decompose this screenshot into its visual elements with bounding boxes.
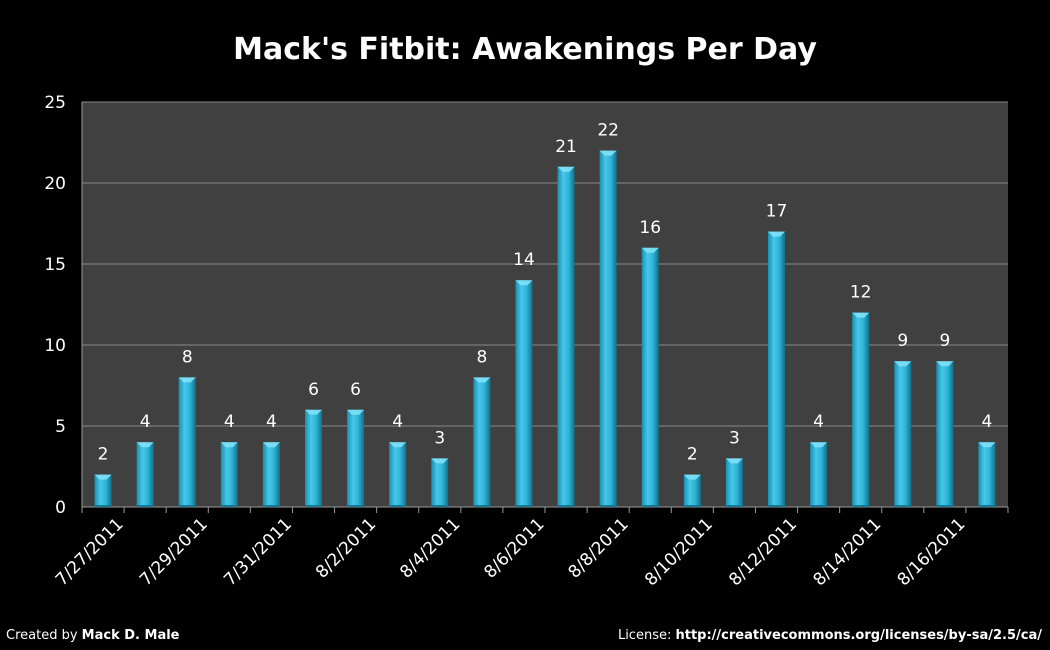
y-tick-label: 20 bbox=[44, 174, 66, 194]
data-label: 21 bbox=[555, 137, 577, 157]
data-label: 4 bbox=[140, 412, 151, 432]
bar-cap bbox=[515, 280, 533, 286]
data-label: 4 bbox=[813, 412, 824, 432]
data-label: 9 bbox=[897, 331, 908, 351]
bar-cap bbox=[641, 247, 659, 253]
bar-cap bbox=[305, 409, 322, 415]
bar bbox=[305, 409, 322, 507]
bar-cap bbox=[683, 474, 701, 480]
x-tick-label: 8/12/2011 bbox=[725, 514, 801, 590]
chart-title: Mack's Fitbit: Awakenings Per Day bbox=[233, 32, 817, 67]
footer-credit-name: Mack D. Male bbox=[81, 628, 180, 643]
data-label: 22 bbox=[597, 121, 619, 141]
data-label: 4 bbox=[982, 412, 993, 432]
data-label: 4 bbox=[266, 412, 277, 432]
bar-cap bbox=[978, 442, 996, 448]
bar bbox=[431, 458, 449, 507]
x-tick-label: 7/27/2011 bbox=[52, 514, 128, 590]
bar-cap bbox=[810, 442, 828, 448]
bar bbox=[599, 150, 617, 507]
bar-cap bbox=[431, 458, 449, 464]
footer-credit-prefix: Created by bbox=[6, 628, 82, 643]
data-label: 16 bbox=[639, 218, 661, 238]
x-tick-label: 7/31/2011 bbox=[220, 514, 296, 590]
x-tick-label: 8/14/2011 bbox=[809, 514, 885, 590]
y-tick-label: 10 bbox=[44, 336, 66, 356]
bar-cap bbox=[262, 442, 280, 448]
y-tick-label: 15 bbox=[44, 255, 66, 275]
data-label: 12 bbox=[850, 283, 872, 303]
data-label: 2 bbox=[98, 445, 109, 465]
data-label: 4 bbox=[224, 412, 235, 432]
x-tick-label: 8/10/2011 bbox=[641, 514, 717, 590]
bar bbox=[852, 312, 870, 507]
y-tick-label: 0 bbox=[55, 498, 66, 518]
data-label: 2 bbox=[687, 445, 698, 465]
data-label: 17 bbox=[766, 202, 788, 222]
bar bbox=[641, 247, 659, 508]
bar-cap bbox=[389, 442, 407, 448]
bar bbox=[936, 361, 954, 507]
x-tick-label: 8/6/2011 bbox=[480, 514, 548, 582]
bar-cap bbox=[894, 361, 912, 367]
bar bbox=[978, 442, 996, 507]
y-tick-label: 25 bbox=[44, 93, 66, 113]
x-tick-label: 7/29/2011 bbox=[136, 514, 212, 590]
bar bbox=[683, 474, 701, 507]
bar-cap bbox=[936, 361, 954, 367]
x-tick-label: 8/16/2011 bbox=[894, 514, 970, 590]
bar bbox=[262, 442, 280, 507]
data-label: 6 bbox=[308, 380, 319, 400]
data-label: 4 bbox=[392, 412, 403, 432]
data-label: 14 bbox=[513, 250, 535, 270]
bar bbox=[178, 377, 196, 507]
bar bbox=[725, 458, 743, 507]
footer-license-prefix: License: bbox=[617, 628, 676, 643]
data-label: 9 bbox=[939, 331, 950, 351]
bar bbox=[220, 442, 238, 507]
bar bbox=[894, 361, 912, 507]
x-tick-label: 8/8/2011 bbox=[565, 514, 633, 582]
bar bbox=[389, 442, 407, 507]
bar-cap bbox=[473, 377, 491, 383]
bar bbox=[347, 409, 365, 507]
bar bbox=[557, 166, 575, 508]
bar-cap bbox=[220, 442, 238, 448]
bar bbox=[768, 231, 785, 507]
bar-cap bbox=[852, 312, 870, 318]
data-label: 8 bbox=[476, 347, 487, 367]
bar bbox=[136, 442, 154, 507]
bar-cap bbox=[178, 377, 196, 383]
data-label: 3 bbox=[729, 428, 740, 448]
y-tick-label: 5 bbox=[55, 417, 66, 437]
data-label: 6 bbox=[350, 380, 361, 400]
bar bbox=[810, 442, 828, 507]
bar bbox=[515, 280, 533, 507]
data-label: 8 bbox=[182, 347, 193, 367]
data-label: 3 bbox=[434, 428, 445, 448]
bar-cap bbox=[347, 409, 365, 415]
x-tick-label: 8/2/2011 bbox=[312, 514, 380, 582]
bar-cap bbox=[768, 231, 785, 237]
bar bbox=[473, 377, 491, 507]
footer-credit: Created by Mack D. Male bbox=[6, 628, 180, 643]
bar-cap bbox=[599, 150, 617, 156]
bar-cap bbox=[94, 474, 112, 480]
bar-cap bbox=[725, 458, 743, 464]
footer-license-url[interactable]: http://creativecommons.org/licenses/by-s… bbox=[675, 628, 1042, 643]
bar-cap bbox=[136, 442, 154, 448]
bar bbox=[94, 474, 112, 507]
x-tick-label: 8/4/2011 bbox=[396, 514, 464, 582]
bar-cap bbox=[557, 166, 575, 172]
footer-license: License: http://creativecommons.org/lice… bbox=[618, 628, 1042, 643]
